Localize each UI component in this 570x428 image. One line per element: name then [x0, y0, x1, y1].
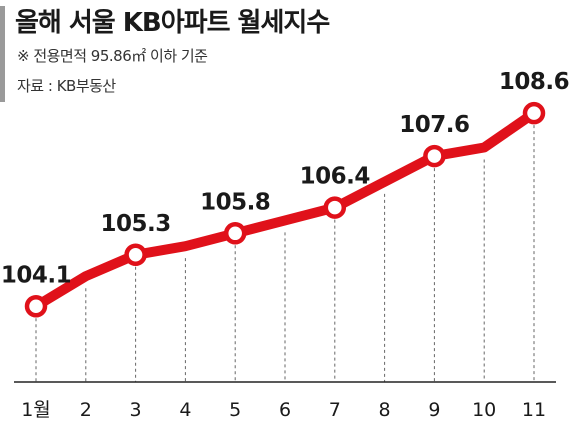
data-label: 106.4 — [300, 164, 370, 190]
x-tick-label: 6 — [279, 399, 291, 421]
data-point-marker — [522, 101, 546, 125]
x-tick-label: 1월 — [21, 399, 51, 421]
data-point-marker — [323, 196, 347, 219]
x-tick-label: 8 — [379, 399, 391, 421]
data-label: 107.6 — [399, 112, 469, 138]
data-label: 104.1 — [1, 262, 71, 288]
x-tick-label: 2 — [80, 399, 92, 421]
header-accent-bar — [0, 6, 5, 102]
x-tick-label: 3 — [130, 399, 142, 421]
x-tick-label: 11 — [522, 399, 546, 421]
chart-subtitle: ※ 전용면적 95.86㎡ 이하 기준 — [17, 47, 208, 65]
series-line — [31, 108, 539, 312]
data-label: 105.8 — [200, 189, 270, 215]
data-label: 105.3 — [100, 211, 170, 237]
data-point-marker — [423, 144, 446, 168]
x-tick-label: 5 — [229, 399, 241, 421]
data-point-marker — [124, 243, 147, 267]
x-tick-label: 7 — [329, 399, 341, 421]
x-tick-label: 10 — [472, 399, 496, 421]
chart-source: 자료 : KB부동산 — [17, 77, 116, 95]
chart-header: 올해 서울 KB아파트 월세지수 ※ 전용면적 95.86㎡ 이하 기준 자료 … — [0, 0, 570, 110]
chart-title: 올해 서울 KB아파트 월세지수 — [15, 8, 330, 38]
data-point-marker — [223, 222, 247, 245]
x-tick-label: 9 — [428, 399, 440, 421]
data-point-marker — [24, 295, 48, 318]
data-label: 108.6 — [499, 69, 569, 95]
x-tick-label: 4 — [179, 399, 191, 421]
